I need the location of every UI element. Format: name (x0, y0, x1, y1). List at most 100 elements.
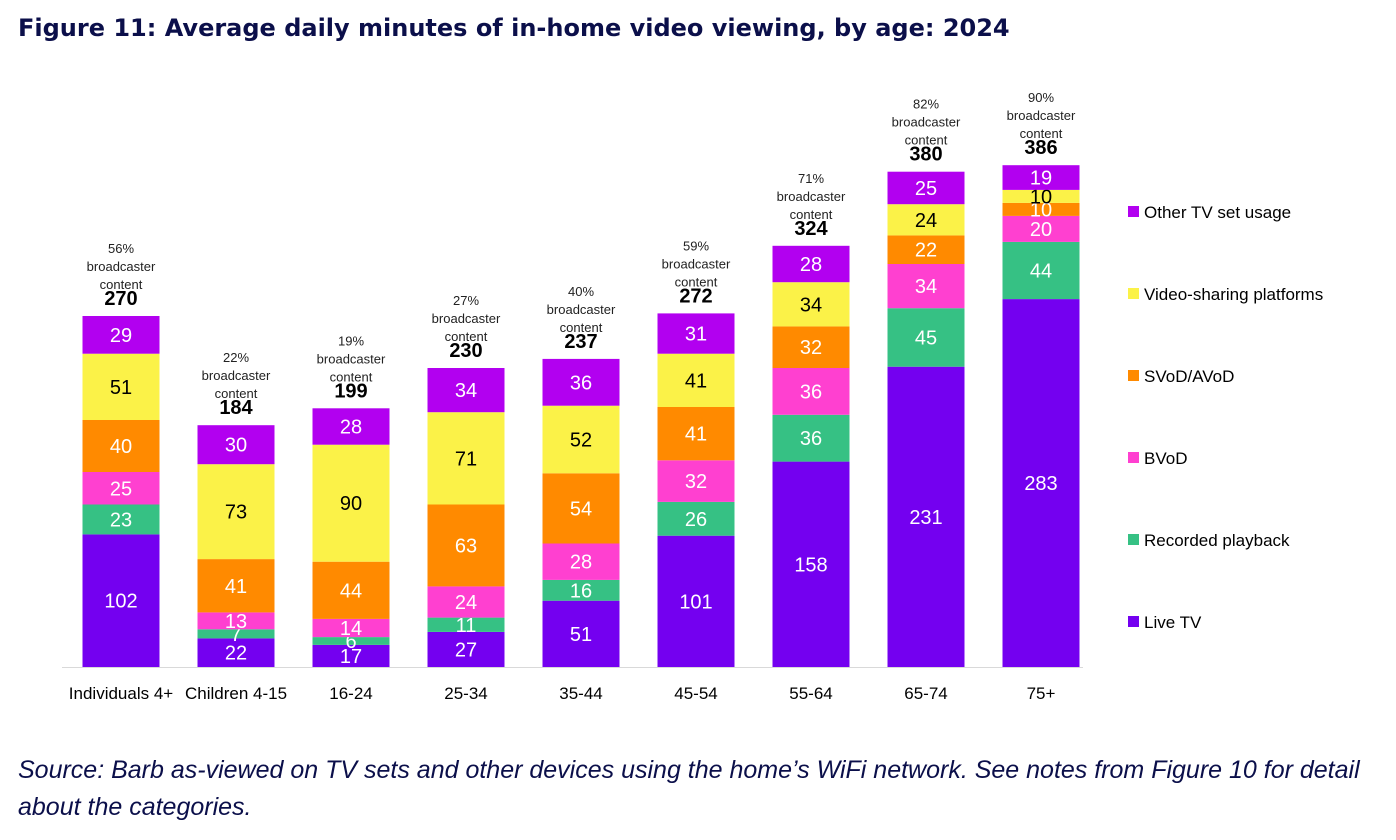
data-label-3-9: 20 (1030, 219, 1052, 241)
bar-segment-2-4 (427, 617, 505, 632)
category-label-7: 55-64 (789, 684, 832, 703)
category-label-1: Individuals 4+ (69, 684, 174, 703)
data-label-1-4: 27 (455, 639, 477, 661)
broadcaster-annotation-6: 59% broadcaster content (662, 238, 731, 289)
bar-segment-5-6 (657, 353, 735, 407)
bar-segment-4-1 (82, 420, 160, 472)
data-label-3-6: 32 (685, 471, 707, 493)
data-label-2-9: 44 (1030, 261, 1052, 283)
data-label-5-7: 34 (800, 294, 822, 316)
data-label-5-5: 52 (570, 430, 592, 452)
data-label-1-7: 158 (794, 554, 827, 576)
legend-swatch-4 (1128, 370, 1139, 381)
data-label-2-5: 16 (570, 580, 592, 602)
data-label-6-5: 36 (570, 372, 592, 394)
data-label-5-9: 10 (1030, 186, 1052, 208)
data-label-1-8: 231 (909, 507, 942, 529)
legend-swatch-2 (1128, 534, 1139, 545)
bar-segment-3-2 (197, 612, 275, 630)
bar-segment-5-8 (887, 204, 965, 236)
total-label-7: 324 (794, 218, 828, 240)
broadcaster-annotation-2: 22% broadcaster content (202, 350, 271, 401)
total-label-2: 184 (219, 397, 253, 419)
total-label-8: 380 (909, 144, 942, 166)
bar-segment-5-2 (197, 464, 275, 560)
data-label-6-7: 28 (800, 254, 822, 276)
data-label-1-6: 101 (679, 591, 712, 613)
bar-segment-3-4 (427, 586, 505, 618)
category-label-5: 35-44 (559, 684, 602, 703)
data-label-1-5: 51 (570, 624, 592, 646)
chart-title: Figure 11: Average daily minutes of in-h… (18, 14, 1010, 42)
bar-segment-6-2 (197, 425, 275, 465)
data-label-4-1: 40 (110, 436, 132, 458)
data-label-3-8: 34 (915, 276, 937, 298)
bar-segment-6-8 (887, 171, 965, 205)
bar-segment-4-4 (427, 504, 505, 587)
bar-segment-4-5 (542, 473, 620, 544)
bar-segment-6-1 (82, 316, 160, 354)
category-label-3: 16-24 (329, 684, 372, 703)
data-label-3-7: 36 (800, 381, 822, 403)
legend-label-6: Other TV set usage (1144, 203, 1291, 222)
bar-segment-4-3 (312, 561, 390, 619)
bar-segment-4-8 (887, 235, 965, 264)
bar-segment-6-5 (542, 358, 620, 406)
data-label-2-7: 36 (800, 428, 822, 450)
bar-segment-1-3 (312, 644, 390, 667)
bar-segment-1-4 (427, 631, 505, 667)
data-label-1-2: 22 (225, 643, 247, 665)
data-label-2-4: 11 (456, 615, 477, 637)
broadcaster-annotation-5: 40% broadcaster content (547, 284, 616, 335)
bar-segment-5-5 (542, 405, 620, 474)
legend-swatch-6 (1128, 206, 1139, 217)
data-label-4-5: 54 (570, 498, 592, 520)
bar-segment-5-1 (82, 353, 160, 420)
bar-segment-3-6 (657, 460, 735, 502)
legend-label-1: Live TV (1144, 613, 1202, 632)
total-label-4: 230 (449, 340, 482, 362)
total-label-5: 237 (564, 331, 597, 353)
bar-segment-1-8 (887, 366, 965, 667)
data-label-5-4: 71 (455, 448, 477, 470)
bar-segment-2-2 (197, 629, 275, 639)
category-label-4: 25-34 (444, 684, 487, 703)
data-label-4-3: 44 (340, 580, 362, 602)
data-label-1-1: 102 (104, 591, 137, 613)
bar-segment-3-9 (1002, 215, 1080, 242)
category-label-9: 75+ (1027, 684, 1056, 703)
bar-segment-2-8 (887, 308, 965, 367)
data-label-6-6: 31 (685, 324, 707, 346)
data-label-5-1: 51 (110, 377, 132, 399)
category-label-8: 65-74 (904, 684, 947, 703)
total-label-6: 272 (679, 285, 712, 307)
bar-segment-5-4 (427, 412, 505, 505)
broadcaster-annotation-3: 19% broadcaster content (317, 333, 386, 384)
data-label-2-3: 6 (345, 631, 356, 653)
data-label-1-3: 17 (340, 646, 362, 668)
source-note: Source: Barb as-viewed on TV sets and ot… (18, 756, 1360, 821)
broadcaster-annotation-4: 27% broadcaster content (432, 293, 501, 344)
bar-segment-1-2 (197, 638, 275, 667)
bar-segment-2-9 (1002, 241, 1080, 300)
legend-swatch-1 (1128, 616, 1139, 627)
bar-segment-3-8 (887, 264, 965, 309)
bar-segment-2-5 (542, 579, 620, 601)
data-label-2-6: 26 (685, 509, 707, 531)
data-label-3-5: 28 (570, 552, 592, 574)
bar-segment-1-6 (657, 535, 735, 667)
legend-label-2: Recorded playback (1144, 531, 1290, 550)
bar-segment-3-7 (772, 368, 850, 415)
bar-segment-3-1 (82, 472, 160, 505)
total-label-9: 386 (1024, 137, 1057, 159)
bar-segment-4-9 (1002, 202, 1080, 216)
bar-segment-1-7 (772, 461, 850, 667)
legend-label-5: Video-sharing platforms (1144, 285, 1323, 304)
bar-segment-2-1 (82, 504, 160, 535)
data-label-6-3: 28 (340, 417, 362, 439)
bar-segment-5-9 (1002, 189, 1080, 203)
data-label-6-4: 34 (455, 380, 477, 402)
data-label-4-2: 41 (225, 576, 247, 598)
bar-segment-6-9 (1002, 165, 1080, 190)
